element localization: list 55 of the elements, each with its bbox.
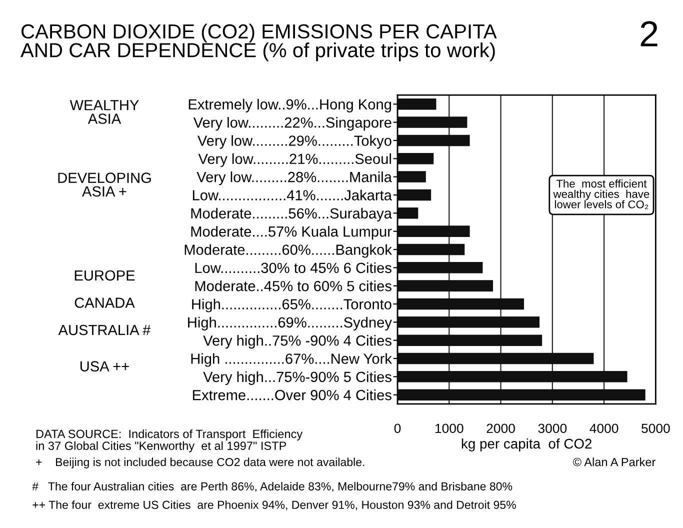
y-tick-label: Very low.........22%...Singapore [193,117,392,131]
y-tick-label: Moderate.........60%......Bangkok [184,244,392,258]
y-tick-label: Very low.........21%.........Seoul [198,153,391,167]
bar [398,389,646,400]
text: # The four Australian cities are Perth 86%, Adelaide 83%, Melbourne79% and Brisbane 80% [32,482,512,492]
source-note: DATA SOURCE: Indicators of Transport Efficiency in 37 Global Cities "Kenworthy et al 1997" ISTP [36,429,303,452]
x-axis-title: kg per capita of CO2 [462,438,592,452]
bar [398,262,483,274]
bar [398,280,494,292]
bar [398,116,468,128]
bar [398,298,524,310]
bar [398,352,594,364]
y-tick-label: High ...............67%....New York [191,353,392,367]
x-tick-label: 2000 [486,424,515,434]
bar [398,171,426,182]
y-tick-label: Moderate.........56%...Surabaya [191,208,392,222]
bar [398,153,434,164]
chart-title: CARBON DIOXIDE (CO2) EMISSIONS PER CAPITA AND CAR DEPENDENCE (% of private trips to work) [20,24,497,62]
bar [398,98,436,110]
x-tick-label: 0 [394,424,401,434]
y-tick-label: Very low.........28%........Manila [196,172,392,186]
text: AUSTRALIA # [58,324,151,336]
annotation: The most efficient wealthy cities have lower levels of CO₂ [553,179,650,210]
y-tick-label: Low.................41%.......Jakarta [192,190,392,200]
bar [398,316,540,328]
y-tick-label: Extreme.......Over 90% 4 Cities [192,390,392,400]
x-tick-label: 5000 [642,424,670,434]
text: + Beijing is not included because CO2 data were not available. [36,458,364,468]
y-tick-label: High...............65%........Toronto [192,298,392,312]
text: ++ The four extreme US Cities are Phoenix 94%, Denver 91%, Houston 93% and Detroit 95% [32,500,516,510]
y-tick-label: Moderate....57% Kuala Lumpur [191,226,392,240]
text: © Alan A Parker [572,458,656,466]
text: 2 [640,21,658,46]
y-tick-label: Very low.........29%.........Tokyo [198,135,392,149]
bar [398,244,465,256]
x-tick-label: 3000 [538,424,567,434]
y-tick-label: Very high..75% -90% 4 Cities [203,335,392,349]
bar [398,334,542,346]
bar [398,189,432,201]
bar [398,226,470,237]
text: USA ++ [80,361,129,372]
text: EUROPE [74,270,135,281]
y-tick-label: Moderate..45% to 60% 5 cities [195,280,392,292]
text: WEALTHY ASIA [70,100,139,124]
x-tick-label: 4000 [590,424,618,434]
text: DEVELOPING ASIA + [58,172,151,197]
text: CANADA [74,298,135,308]
y-tick-label: Low..........30% to 45% 6 Cities [195,262,392,274]
x-tick-label: 1000 [435,424,464,434]
y-tick-label: High...............69%.........Sydney [188,316,392,330]
y-tick-label: Extremely low..9%...Hong Kong [188,98,392,112]
bar [398,208,418,219]
bar [398,371,628,382]
bar [398,134,470,146]
y-tick-label: Very high...75%-90% 5 Cities [203,371,392,385]
